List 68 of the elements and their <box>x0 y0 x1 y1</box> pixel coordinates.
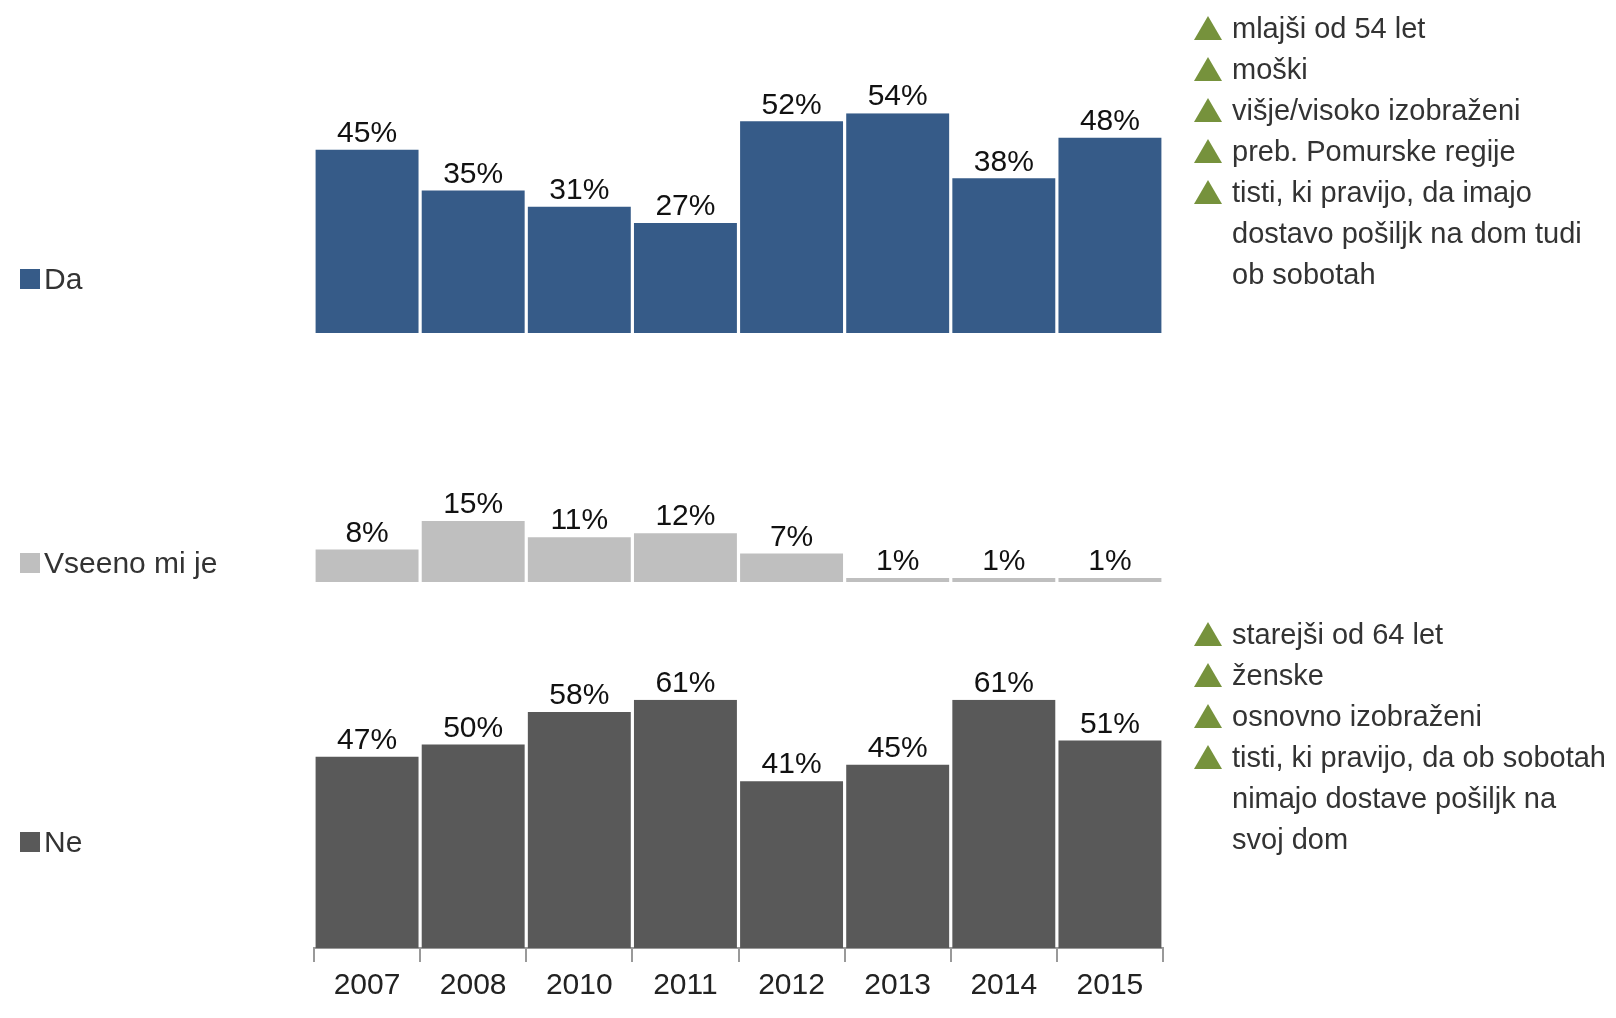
data-label: 1% <box>1088 543 1132 577</box>
bar <box>740 781 844 948</box>
data-label: 7% <box>769 518 814 552</box>
bar <box>846 113 950 333</box>
data-label: 15% <box>443 486 504 520</box>
bar <box>846 577 950 582</box>
bar <box>1058 577 1162 582</box>
bar <box>315 549 419 582</box>
text: osnovno izobraženi <box>1232 699 1482 734</box>
text: tisti, ki pravijo, da imajo dostavo pošiljk na dom tudi ob sobotah <box>1232 175 1583 292</box>
data-label: 41% <box>761 746 822 780</box>
data-label: 35% <box>443 155 504 189</box>
bar <box>1058 740 1162 948</box>
bar <box>315 149 419 333</box>
data-label: 38% <box>973 143 1034 177</box>
bar <box>740 553 844 582</box>
x-tick-label: 2007 <box>333 967 401 1001</box>
text: višje/visoko izobraženi <box>1232 93 1521 128</box>
x-tick-label: 2014 <box>970 967 1038 1001</box>
data-label: 1% <box>982 543 1026 577</box>
data-label: 51% <box>1079 705 1140 739</box>
x-tick-label: 2013 <box>864 967 932 1001</box>
bar <box>633 533 737 582</box>
legend-label: Ne <box>44 825 83 859</box>
x-tick-label: 2008 <box>439 967 507 1001</box>
legend-label: Da <box>44 262 83 296</box>
bar <box>421 744 525 948</box>
bar <box>527 537 631 582</box>
data-label: 8% <box>345 514 389 548</box>
bar <box>952 699 1056 948</box>
data-label: 45% <box>337 115 398 149</box>
bar <box>633 223 737 333</box>
bar <box>527 206 631 333</box>
data-label: 52% <box>761 86 822 120</box>
bar <box>421 190 525 333</box>
bar <box>846 764 950 948</box>
data-label: 58% <box>549 677 610 711</box>
data-label: 1% <box>876 543 920 577</box>
text: ženske <box>1232 658 1324 693</box>
x-tick-label: 2010 <box>545 967 613 1001</box>
data-label: 31% <box>549 172 610 206</box>
text: preb. Pomurske regije <box>1232 134 1516 169</box>
bar <box>315 756 419 948</box>
data-label: 47% <box>337 721 398 755</box>
text: mlajši od 54 let <box>1232 11 1426 46</box>
data-label: 61% <box>973 665 1034 698</box>
bar <box>421 520 525 582</box>
data-label: 54% <box>867 78 928 112</box>
data-label: 48% <box>1079 102 1140 136</box>
data-label: 45% <box>867 730 928 764</box>
bar <box>1058 137 1162 333</box>
data-label: 61% <box>655 665 716 698</box>
bar <box>527 711 631 948</box>
data-label: 27% <box>655 188 716 222</box>
data-label: 11% <box>550 502 609 536</box>
x-tick-label: 2015 <box>1076 967 1144 1001</box>
x-tick-label: 2012 <box>758 967 825 1001</box>
legend-label: Vseeno mi je <box>44 546 218 580</box>
bar <box>633 699 737 948</box>
text: starejši od 64 let <box>1232 617 1444 652</box>
data-label: 50% <box>443 709 504 743</box>
bar <box>740 121 844 333</box>
text: tisti, ki pravijo, da ob sobotah nimajo dostave pošiljk na svoj dom <box>1232 740 1607 857</box>
bar <box>952 178 1056 333</box>
x-tick-label: 2011 <box>653 967 718 1001</box>
data-label: 12% <box>655 498 716 532</box>
text: moški <box>1232 52 1308 87</box>
bar <box>952 577 1056 582</box>
